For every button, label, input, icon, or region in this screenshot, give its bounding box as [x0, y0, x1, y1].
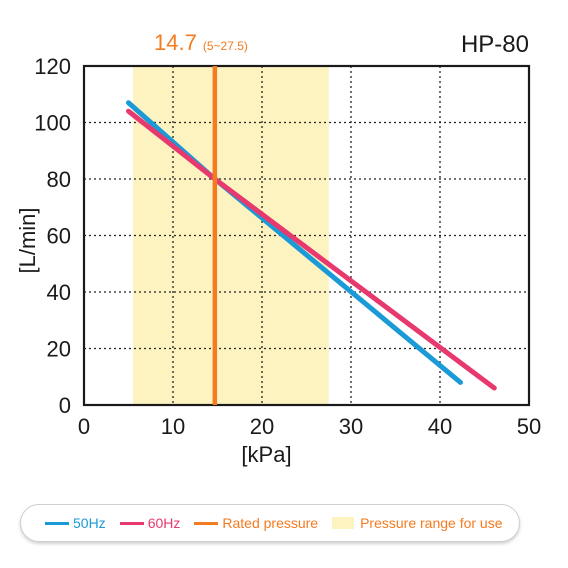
legend-item: 60Hz [119, 515, 181, 531]
rated-pressure-range: (5~27.5) [203, 39, 248, 53]
y-tick-label: 20 [47, 337, 71, 362]
legend-item: 50Hz [45, 515, 106, 531]
rated-pressure-value: 14.7 [154, 30, 197, 55]
legend: 50Hz 60Hz Rated pressure Pressure range for… [20, 504, 520, 542]
x-tick-label: 20 [250, 414, 274, 439]
x-tick-label: 50 [517, 414, 541, 439]
y-axis-label: [L/min] [15, 207, 40, 273]
plot-frame [82, 64, 531, 407]
chart: 0 10 20 30 40 50 0 20 40 60 80 100 120 [kPa] [L/min] 14… [15, 30, 541, 467]
x-tick-label: 0 [78, 414, 90, 439]
legend-label: 60Hz [147, 515, 181, 531]
y-tick-label: 80 [47, 167, 71, 192]
legend-swatch [119, 521, 144, 525]
legend-swatch [332, 517, 355, 529]
y-tick-label: 100 [34, 111, 71, 136]
x-tick-label: 40 [428, 414, 452, 439]
legend-label: Rated pressure [222, 515, 319, 531]
y-tick-label: 120 [34, 54, 71, 79]
rated-pressure-label: 14.7 (5~27.5) [154, 30, 248, 55]
legend-swatch [45, 521, 69, 525]
legend-swatch [194, 521, 219, 525]
legend-label: 50Hz [73, 515, 106, 531]
y-tick-label: 0 [59, 393, 71, 418]
legend-item: Pressure range for use [332, 515, 503, 531]
x-axis-label: [kPa] [241, 442, 291, 467]
legend-label: Pressure range for use [360, 515, 503, 531]
x-tick-label: 10 [161, 414, 185, 439]
x-tick-label: 30 [339, 414, 363, 439]
y-tick-label: 60 [47, 224, 71, 249]
legend-item: Rated pressure [194, 515, 318, 531]
y-tick-label: 40 [47, 280, 71, 305]
model-label: HP-80 [461, 31, 529, 58]
